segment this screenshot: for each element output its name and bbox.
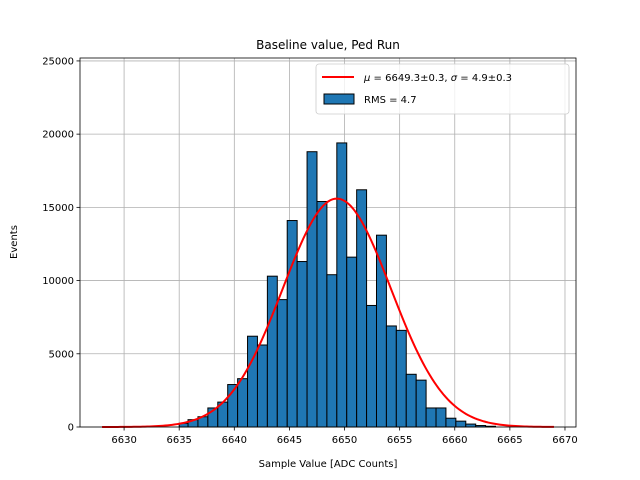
histogram-bar	[366, 304, 377, 428]
histogram-bar	[256, 344, 268, 428]
histogram-bar	[435, 407, 447, 428]
x-tick-label: 6650	[332, 435, 357, 446]
x-tick-label: 6655	[387, 435, 412, 446]
histogram-bar	[276, 299, 288, 428]
legend-fit-label: μ = 6649.3±0.3, σ = 4.9±0.3	[363, 73, 512, 84]
histogram-bar	[346, 256, 358, 428]
histogram-bar	[465, 423, 477, 428]
legend-hist-swatch	[323, 93, 355, 105]
histogram-bar	[306, 151, 318, 428]
chart-title: Baseline value, Ped Run	[256, 38, 400, 52]
x-tick-label: 6670	[552, 435, 577, 446]
histogram-bar	[455, 420, 467, 428]
x-axis-ticks: 6630 6635 6640 6645 6650 6655 6660 6665 6670	[111, 427, 578, 446]
histogram-bar	[316, 201, 328, 428]
histogram-bar	[445, 417, 457, 428]
y-tick-label: 5000	[49, 349, 74, 360]
histogram-bar	[425, 407, 437, 428]
x-tick-label: 6640	[222, 435, 247, 446]
x-tick-label: 6665	[497, 435, 522, 446]
y-tick-label: 25000	[42, 56, 74, 67]
y-tick-label: 0	[68, 423, 74, 434]
x-tick-label: 6630	[111, 435, 136, 446]
legend-sigma-value: = 4.9±0.3	[457, 73, 512, 84]
histogram-bar	[356, 189, 368, 428]
x-tick-label: 6635	[166, 435, 191, 446]
histogram-bar	[336, 142, 348, 428]
histogram-bar	[247, 335, 258, 428]
histogram-bar	[266, 275, 278, 428]
y-axis-label: Events	[9, 225, 20, 259]
plot-frame	[79, 57, 577, 428]
legend-box	[315, 63, 570, 115]
histogram-bar	[385, 325, 397, 428]
gaussian-fit-line	[102, 197, 554, 428]
legend: μ = 6649.3±0.3, σ = 4.9±0.3 RMS = 4.7	[315, 63, 570, 115]
histogram-bar	[405, 373, 417, 428]
histogram-bar	[237, 378, 249, 428]
histogram-bar	[326, 274, 338, 428]
x-axis-label: Sample Value [ADC Counts]	[259, 459, 398, 470]
y-axis-ticks: 0 5000 10000 15000 20000 25000	[42, 56, 80, 434]
y-tick-label: 10000	[42, 276, 74, 287]
legend-sigma-symbol: σ	[451, 73, 458, 84]
x-tick-label: 6660	[442, 435, 467, 446]
legend-hist-label: RMS = 4.7	[364, 95, 417, 106]
histogram-bar	[286, 220, 298, 428]
histogram-bar	[415, 379, 427, 428]
histogram-bar	[395, 329, 407, 428]
gaussian-fit	[102, 197, 554, 428]
legend-mu-symbol: μ	[363, 73, 370, 84]
y-tick-label: 15000	[42, 203, 74, 214]
histogram-bar	[296, 261, 308, 428]
x-tick-label: 6645	[277, 435, 302, 446]
legend-mu-value: = 6649.3±0.3,	[370, 73, 450, 84]
y-tick-label: 20000	[42, 130, 74, 141]
